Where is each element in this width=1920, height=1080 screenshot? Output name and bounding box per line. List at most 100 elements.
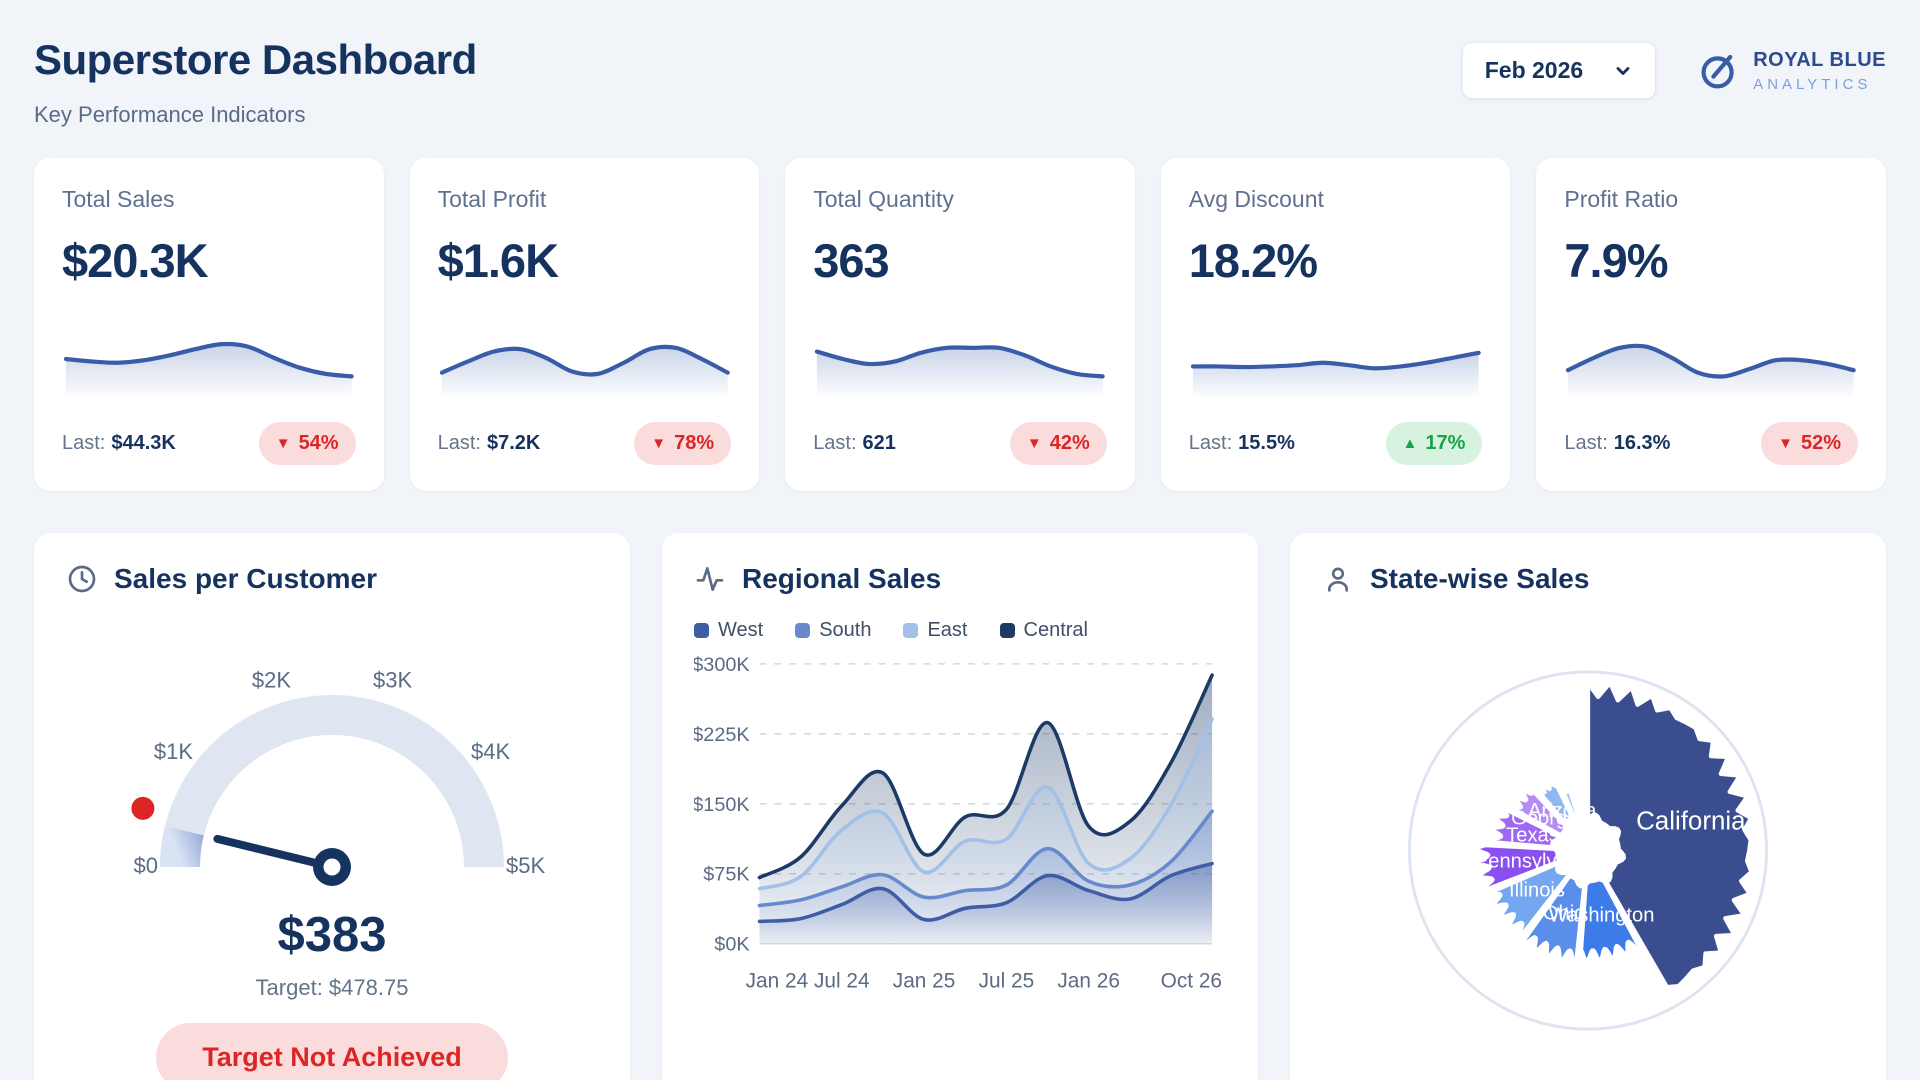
brand-text: ROYAL BLUE ANALYTICS xyxy=(1753,49,1886,93)
kpi-label: Avg Discount xyxy=(1188,186,1324,212)
kpi-value: 363 xyxy=(813,234,889,287)
header-titles: Superstore Dashboard Key Performance Ind… xyxy=(34,28,477,128)
panel-title-text: Regional Sales xyxy=(742,563,942,594)
status-badge: Target Not Achieved xyxy=(156,1023,508,1080)
kpi-last-value: 621 xyxy=(862,432,896,454)
kpi-label: Profit Ratio xyxy=(1564,186,1679,212)
kpi-last: Last: 621 xyxy=(813,432,896,454)
brand-logo: ROYAL BLUE ANALYTICS xyxy=(1698,49,1886,93)
activity-icon xyxy=(696,567,724,591)
kpi-card-total-quantity: Total Quantity 363 Last: 621 ▼ 42% xyxy=(785,158,1135,491)
kpi-label: Total Quantity xyxy=(813,186,954,212)
kpi-footer: Last: 16.3% ▼ 52% xyxy=(1564,422,1858,465)
svg-text:Georgia: Georgia xyxy=(1511,808,1583,830)
panel-title-gauge: Sales per Customer xyxy=(66,563,598,595)
delta-badge: ▼ 54% xyxy=(258,422,356,465)
svg-text:Arizona: Arizona xyxy=(1528,800,1597,822)
svg-text:$5K: $5K xyxy=(506,853,545,878)
kpi-last-value: 16.3% xyxy=(1613,432,1671,454)
svg-text:$75K: $75K xyxy=(703,864,749,886)
kpi-footer: Last: $7.2K ▼ 78% xyxy=(438,422,732,465)
legend-swatch xyxy=(999,623,1015,638)
svg-text:Jan 25: Jan 25 xyxy=(893,969,956,992)
delta-badge: ▼ 52% xyxy=(1761,422,1858,465)
triangle-down-icon: ▼ xyxy=(275,435,291,452)
legend-swatch xyxy=(795,623,811,638)
kpi-last: Last: 15.5% xyxy=(1188,432,1295,454)
svg-text:Pennsylv...: Pennsylv... xyxy=(1475,850,1572,872)
chevron-down-icon xyxy=(1616,66,1630,75)
chart-legend: West South East Central xyxy=(694,619,1226,642)
panel-title-text: State-wise Sales xyxy=(1370,563,1590,594)
kpi-last: Last: $44.3K xyxy=(62,432,176,454)
sparkline-chart xyxy=(815,345,1105,396)
svg-text:Texas: Texas xyxy=(1506,824,1559,846)
svg-text:$300K: $300K xyxy=(694,654,750,676)
kpi-value: $20.3K xyxy=(62,234,209,287)
svg-text:$4K: $4K xyxy=(471,739,510,764)
svg-text:$150K: $150K xyxy=(694,794,750,816)
panel-title-text: Sales per Customer xyxy=(114,563,377,594)
delta-badge: ▼ 78% xyxy=(634,422,732,465)
header: Superstore Dashboard Key Performance Ind… xyxy=(34,28,1886,128)
sparkline-chart xyxy=(439,344,730,396)
panel-title-regional: Regional Sales xyxy=(694,563,1226,595)
period-select[interactable]: Feb 2026 xyxy=(1461,42,1657,99)
gauge-chart: $0 $1K $2K $3K $4K $5K xyxy=(131,668,545,886)
svg-text:$0: $0 xyxy=(134,853,158,878)
svg-text:Jan 24: Jan 24 xyxy=(746,969,809,992)
legend-item-west[interactable]: West xyxy=(694,619,763,642)
svg-text:$2K: $2K xyxy=(252,668,291,693)
triangle-down-icon: ▼ xyxy=(651,435,667,452)
legend-item-east[interactable]: East xyxy=(903,619,968,642)
svg-text:Jan 26: Jan 26 xyxy=(1057,969,1120,992)
panel-sales-per-customer: Sales per Customer $0 $1K $2K $3K $4K $5K $38… xyxy=(34,533,630,1080)
triangle-up-icon: ▲ xyxy=(1402,435,1418,452)
clock-icon xyxy=(68,565,96,593)
triangle-down-icon: ▼ xyxy=(1778,435,1793,452)
kpi-footer: Last: 15.5% ▲ 17% xyxy=(1189,422,1483,465)
period-select-value: Feb 2026 xyxy=(1484,57,1584,83)
page-title: Superstore Dashboard xyxy=(34,36,477,83)
brand-logo-icon xyxy=(1701,54,1734,88)
triangle-down-icon: ▼ xyxy=(1026,435,1042,452)
kpi-row: Total Sales $20.3K Last: $44.3K ▼ 54% Tota… xyxy=(34,158,1886,491)
kpi-footer: Last: 621 ▼ 42% xyxy=(813,422,1107,465)
person-icon xyxy=(1328,567,1348,592)
brand-name: ROYAL BLUE xyxy=(1753,48,1886,71)
legend-item-south[interactable]: South xyxy=(795,619,871,642)
kpi-card-avg-discount: Avg Discount 18.2% Last: 15.5% ▲ 17% xyxy=(1160,158,1511,491)
kpi-last: Last: 16.3% xyxy=(1564,432,1671,454)
kpi-value: 7.9% xyxy=(1564,234,1668,287)
panel-regional-sales: Regional Sales West South East Central xyxy=(662,533,1258,1080)
kpi-last: Last: $7.2K xyxy=(437,432,541,454)
kpi-card-total-profit: Total Profit $1.6K Last: $7.2K ▼ 78% xyxy=(409,158,760,491)
sparkline-chart xyxy=(63,341,354,396)
kpi-value: 18.2% xyxy=(1188,234,1318,287)
kpi-last-value: 15.5% xyxy=(1238,432,1295,454)
page-subtitle: Key Performance Indicators xyxy=(34,102,306,127)
panel-state-wise-sales: State-wise Sales California Washington Ohi… xyxy=(1290,533,1886,1080)
brand-tagline: ANALYTICS xyxy=(1753,75,1872,93)
legend-swatch xyxy=(694,623,709,638)
svg-text:California: California xyxy=(1636,808,1746,836)
kpi-footer: Last: $44.3K ▼ 54% xyxy=(62,422,356,465)
header-right: Feb 2026 ROYAL BLUE ANALYTICS xyxy=(1461,42,1886,99)
delta-badge: ▼ 42% xyxy=(1009,422,1107,465)
svg-text:Washington: Washington xyxy=(1549,904,1655,926)
kpi-label: Total Profit xyxy=(437,186,547,212)
gauge-value: $383 xyxy=(277,908,387,962)
panel-title-statewise: State-wise Sales xyxy=(1322,563,1854,595)
svg-text:$3K: $3K xyxy=(373,668,412,693)
svg-text:Jul 24: Jul 24 xyxy=(814,969,870,992)
sparkline-chart xyxy=(1190,350,1481,396)
legend-swatch xyxy=(903,623,919,638)
kpi-last-value: $44.3K xyxy=(111,432,176,454)
kpi-card-profit-ratio: Profit Ratio 7.9% Last: 16.3% ▼ 52% xyxy=(1536,158,1886,491)
legend-item-central[interactable]: Central xyxy=(999,619,1088,642)
svg-text:$0K: $0K xyxy=(714,934,749,956)
svg-text:$1K: $1K xyxy=(154,739,193,764)
svg-text:Jul 25: Jul 25 xyxy=(979,969,1035,992)
